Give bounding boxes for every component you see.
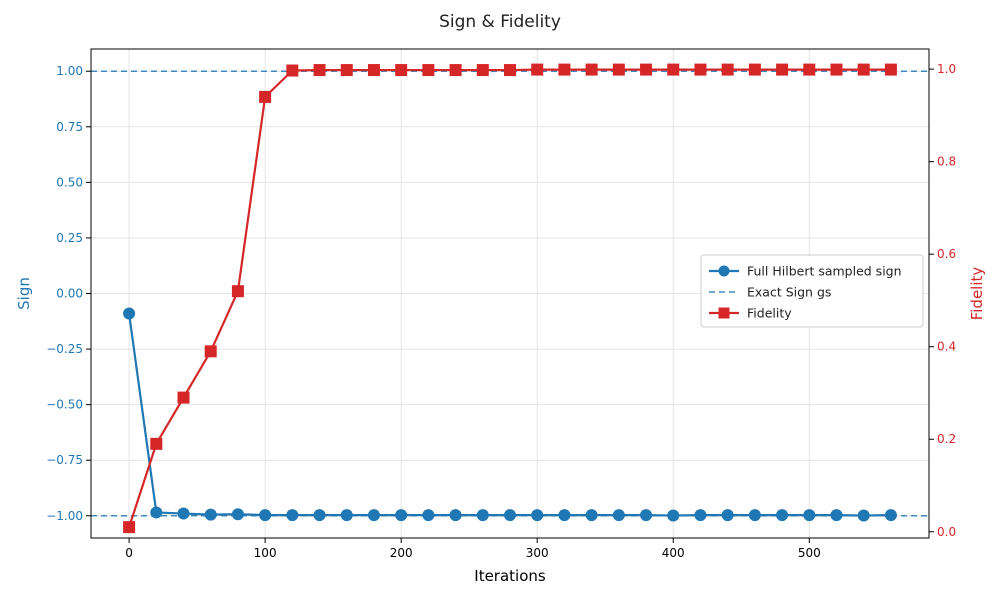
sign-point xyxy=(585,509,598,522)
sign-point xyxy=(313,509,326,522)
y-left-tick-label: 0.75 xyxy=(56,120,83,134)
sign-point xyxy=(367,509,380,522)
legend-label: Exact Sign gs xyxy=(747,285,831,300)
sign-point xyxy=(150,506,163,519)
y-left-tick-label: −0.50 xyxy=(46,398,83,412)
fidelity-point xyxy=(531,63,544,76)
sign-point xyxy=(857,509,870,522)
sign-point xyxy=(422,509,435,522)
sign-point xyxy=(776,509,789,522)
y-left-tick-label: 0.50 xyxy=(56,175,83,189)
fidelity-point xyxy=(612,63,625,76)
sign-point xyxy=(721,509,734,522)
x-axis: 0 100 200 300 400 500 xyxy=(125,538,821,560)
sign-point xyxy=(694,509,707,522)
y-right-tick-label: 0.4 xyxy=(937,340,956,354)
x-tick-label: 300 xyxy=(526,546,549,560)
fidelity-point xyxy=(340,64,353,77)
legend-box xyxy=(700,254,924,328)
sign-point xyxy=(449,509,462,522)
legend-label: Full Hilbert sampled sign xyxy=(747,264,902,279)
fidelity-point xyxy=(150,437,163,450)
y-left-tick-label: 1.00 xyxy=(56,64,83,78)
y-left-tick-label: 0.00 xyxy=(56,287,83,301)
sign-point xyxy=(558,509,571,522)
sign-point xyxy=(667,509,680,522)
fidelity-point xyxy=(476,64,489,77)
sign-point xyxy=(476,509,489,522)
fidelity-point xyxy=(558,63,571,76)
sign-point xyxy=(748,509,761,522)
sign-point xyxy=(803,509,816,522)
sign-point xyxy=(177,507,190,520)
y-left-tick-label: −0.75 xyxy=(46,453,83,467)
sign-point xyxy=(395,509,408,522)
fidelity-point xyxy=(449,64,462,77)
y-right-tick-label: 1.0 xyxy=(937,62,956,76)
y-left-tick-label: −1.00 xyxy=(46,509,83,523)
y-axis-right: 0.0 0.2 0.4 0.6 0.8 1.0 xyxy=(929,62,956,539)
y-axis-right-title: Fidelity xyxy=(968,267,986,321)
fidelity-point xyxy=(776,63,789,76)
x-tick-label: 400 xyxy=(662,546,685,560)
fidelity-point xyxy=(830,63,843,76)
fidelity-point xyxy=(177,391,190,404)
y-axis-left-title: Sign xyxy=(15,277,33,310)
fidelity-point xyxy=(748,63,761,76)
fidelity-point xyxy=(884,63,897,76)
fidelity-point xyxy=(857,63,870,76)
fidelity-point xyxy=(694,63,707,76)
sign-point xyxy=(612,509,625,522)
fidelity-point xyxy=(313,64,326,77)
chart-title: Sign & Fidelity xyxy=(439,12,561,32)
sign-point xyxy=(531,509,544,522)
y-right-tick-label: 0.0 xyxy=(937,525,956,539)
sign-point xyxy=(123,307,136,320)
series xyxy=(123,63,897,534)
y-left-tick-label: 0.25 xyxy=(56,231,83,245)
fidelity-point xyxy=(286,64,299,77)
y-left-tick-label: −0.25 xyxy=(46,342,83,356)
fidelity-point xyxy=(395,64,408,77)
fidelity-point xyxy=(231,285,244,298)
sign-point xyxy=(340,509,353,522)
sign-point xyxy=(204,508,217,521)
sign-line xyxy=(128,313,891,517)
fidelity-point xyxy=(123,521,136,534)
x-tick-label: 0 xyxy=(125,546,133,560)
sign-point xyxy=(640,509,653,522)
sign-point xyxy=(231,508,244,521)
sign-point xyxy=(830,509,843,522)
fidelity-point xyxy=(422,64,435,77)
fidelity-point xyxy=(721,63,734,76)
fidelity-point xyxy=(667,63,680,76)
y-right-tick-label: 0.8 xyxy=(937,155,956,169)
legend-label: Fidelity xyxy=(747,306,792,321)
legend-swatch-marker xyxy=(718,307,730,319)
legend-swatch-marker xyxy=(718,265,730,277)
y-axis-left: −1.00 −0.75 −0.50 −0.25 0.00 0.25 0.50 0.75 1.00 xyxy=(46,64,91,523)
fidelity-point xyxy=(585,63,598,76)
fidelity-point xyxy=(259,90,272,103)
x-tick-label: 500 xyxy=(798,546,821,560)
fidelity-point xyxy=(204,345,217,358)
x-tick-label: 100 xyxy=(254,546,277,560)
fidelity-point xyxy=(367,64,380,77)
y-right-tick-label: 0.6 xyxy=(937,247,956,261)
legend: Full Hilbert sampled sign Exact Sign gs Fi… xyxy=(700,254,924,328)
sign-point xyxy=(504,509,516,522)
sign-point xyxy=(259,509,272,522)
y-right-tick-label: 0.2 xyxy=(937,432,956,446)
x-axis-title: Iterations xyxy=(474,567,546,585)
sign-point xyxy=(884,509,897,522)
x-tick-label: 200 xyxy=(390,546,413,560)
sign-point xyxy=(286,509,299,522)
fidelity-point xyxy=(504,64,516,77)
fidelity-point xyxy=(803,63,816,76)
fidelity-point xyxy=(640,63,653,76)
